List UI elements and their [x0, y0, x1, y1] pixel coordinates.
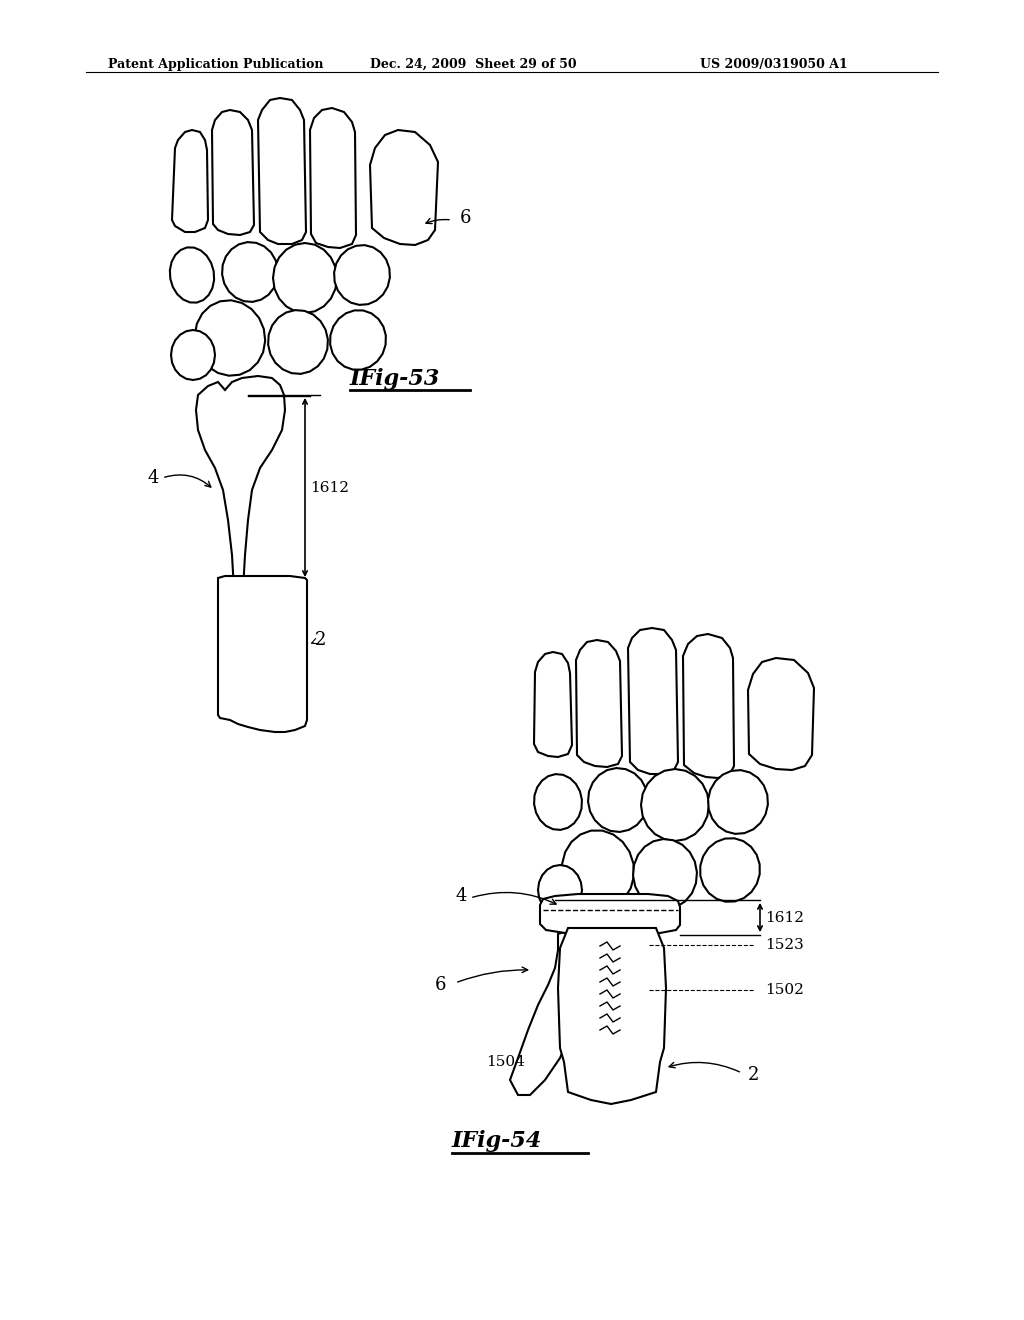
- Text: Dec. 24, 2009  Sheet 29 of 50: Dec. 24, 2009 Sheet 29 of 50: [370, 58, 577, 71]
- Polygon shape: [170, 247, 214, 302]
- Polygon shape: [310, 108, 356, 248]
- Polygon shape: [172, 129, 208, 232]
- Text: 1504: 1504: [486, 1055, 525, 1069]
- Polygon shape: [633, 840, 697, 909]
- Text: 4: 4: [148, 469, 160, 487]
- Polygon shape: [700, 838, 760, 902]
- Text: 4: 4: [455, 887, 466, 906]
- Polygon shape: [218, 576, 307, 733]
- Polygon shape: [171, 330, 215, 380]
- Text: 1612: 1612: [310, 480, 349, 495]
- Text: IFig-54: IFig-54: [452, 1130, 543, 1152]
- Text: 2: 2: [748, 1067, 760, 1084]
- Polygon shape: [258, 98, 306, 244]
- Text: US 2009/0319050 A1: US 2009/0319050 A1: [700, 58, 848, 71]
- Text: 6: 6: [460, 209, 471, 227]
- Polygon shape: [268, 310, 328, 374]
- Text: Patent Application Publication: Patent Application Publication: [108, 58, 324, 71]
- Text: 6: 6: [435, 975, 446, 994]
- Polygon shape: [628, 628, 678, 774]
- Polygon shape: [195, 300, 265, 376]
- Polygon shape: [334, 246, 390, 305]
- Polygon shape: [330, 310, 386, 370]
- Polygon shape: [370, 129, 438, 246]
- Polygon shape: [535, 774, 582, 830]
- Polygon shape: [575, 640, 622, 767]
- Text: 1612: 1612: [765, 911, 804, 924]
- Polygon shape: [273, 243, 337, 313]
- Polygon shape: [683, 634, 734, 777]
- Polygon shape: [540, 894, 680, 935]
- Polygon shape: [196, 376, 285, 620]
- Text: IFig-53: IFig-53: [350, 368, 440, 389]
- Polygon shape: [212, 110, 254, 235]
- Text: 2: 2: [315, 631, 327, 649]
- Polygon shape: [709, 770, 768, 834]
- Polygon shape: [588, 768, 648, 832]
- Polygon shape: [222, 242, 278, 302]
- Text: 1502: 1502: [765, 983, 804, 997]
- Polygon shape: [562, 830, 634, 909]
- Text: 1523: 1523: [765, 939, 804, 952]
- Polygon shape: [538, 865, 582, 915]
- Polygon shape: [558, 928, 666, 1104]
- Polygon shape: [748, 657, 814, 770]
- Polygon shape: [510, 912, 618, 1096]
- Polygon shape: [534, 652, 572, 756]
- Polygon shape: [641, 770, 709, 841]
